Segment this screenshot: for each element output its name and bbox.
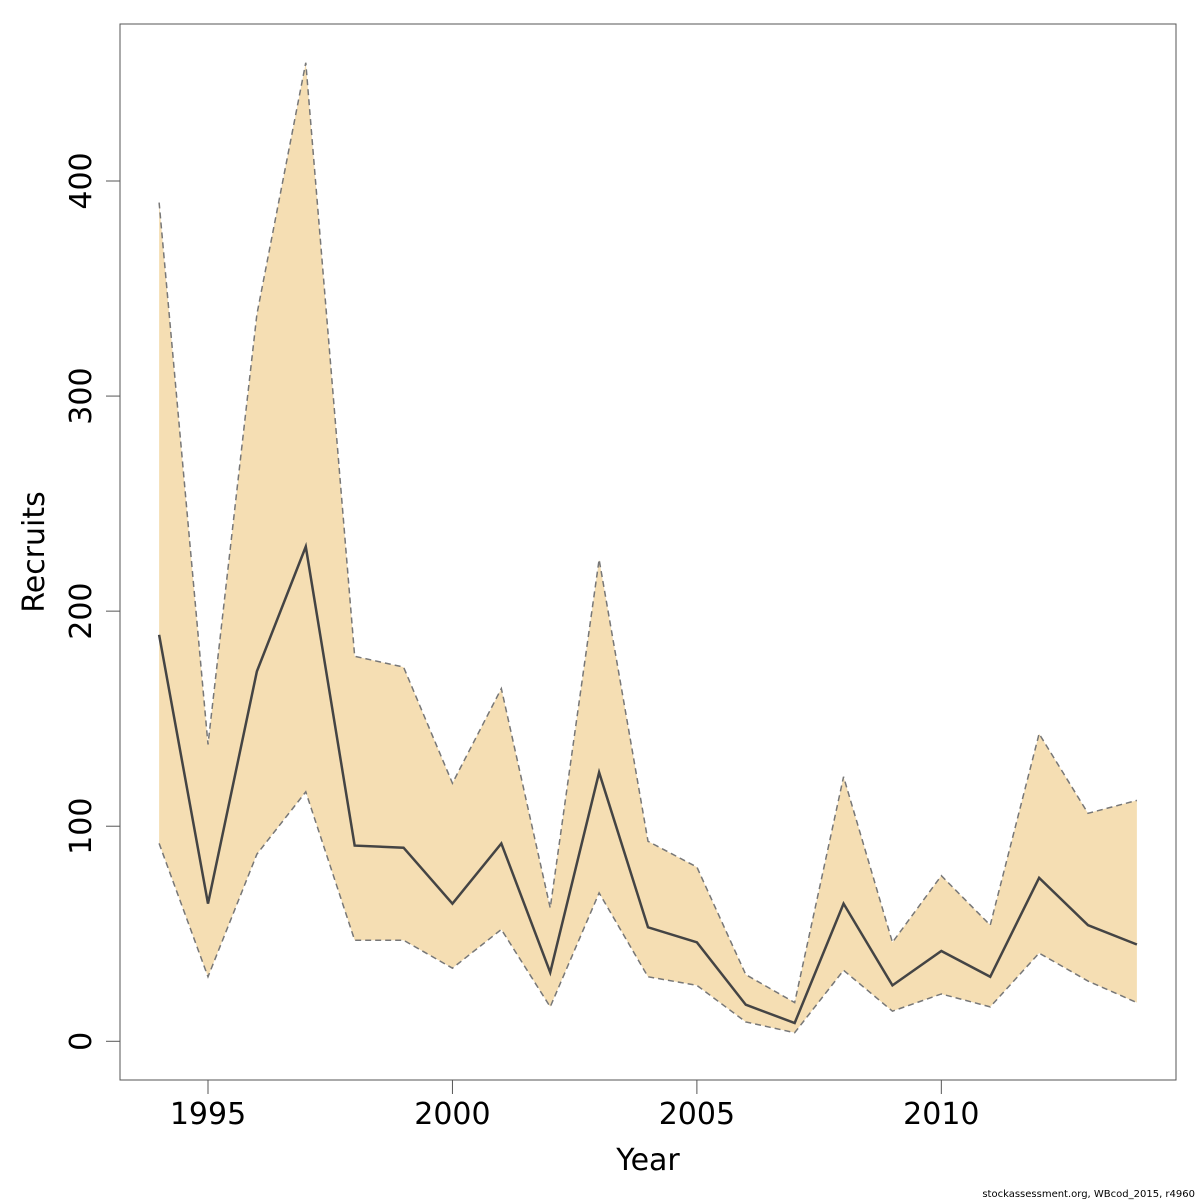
x-tick-label: 1995 [170, 1097, 246, 1132]
x-axis-title: Year [615, 1143, 680, 1178]
series-line-layer [157, 62, 1138, 1034]
x-axis: 1995 2000 2005 2010 [170, 1080, 980, 1132]
lower-bound-line [158, 790, 1138, 1034]
x-tick-label: 2000 [414, 1097, 490, 1132]
y-tick-label: 0 [64, 1032, 99, 1051]
confidence-band-layer [159, 62, 1137, 1033]
y-axis: 0 100 200 300 400 [64, 152, 120, 1051]
upper-bound-line [158, 62, 1138, 1004]
footer-note: stockassessment.org, WBcod_2015, r4960 [982, 1189, 1195, 1200]
y-tick-label: 300 [64, 367, 99, 424]
x-tick-label: 2010 [903, 1097, 979, 1132]
x-tick-label: 2005 [659, 1097, 735, 1132]
y-axis-title: Recruits [17, 491, 52, 613]
y-tick-label: 100 [64, 798, 99, 855]
y-tick-label: 400 [64, 152, 99, 209]
y-tick-label: 200 [64, 583, 99, 640]
plot-frame [119, 23, 1177, 1081]
estimate-line [157, 541, 1138, 1025]
confidence-band [159, 62, 1137, 1033]
